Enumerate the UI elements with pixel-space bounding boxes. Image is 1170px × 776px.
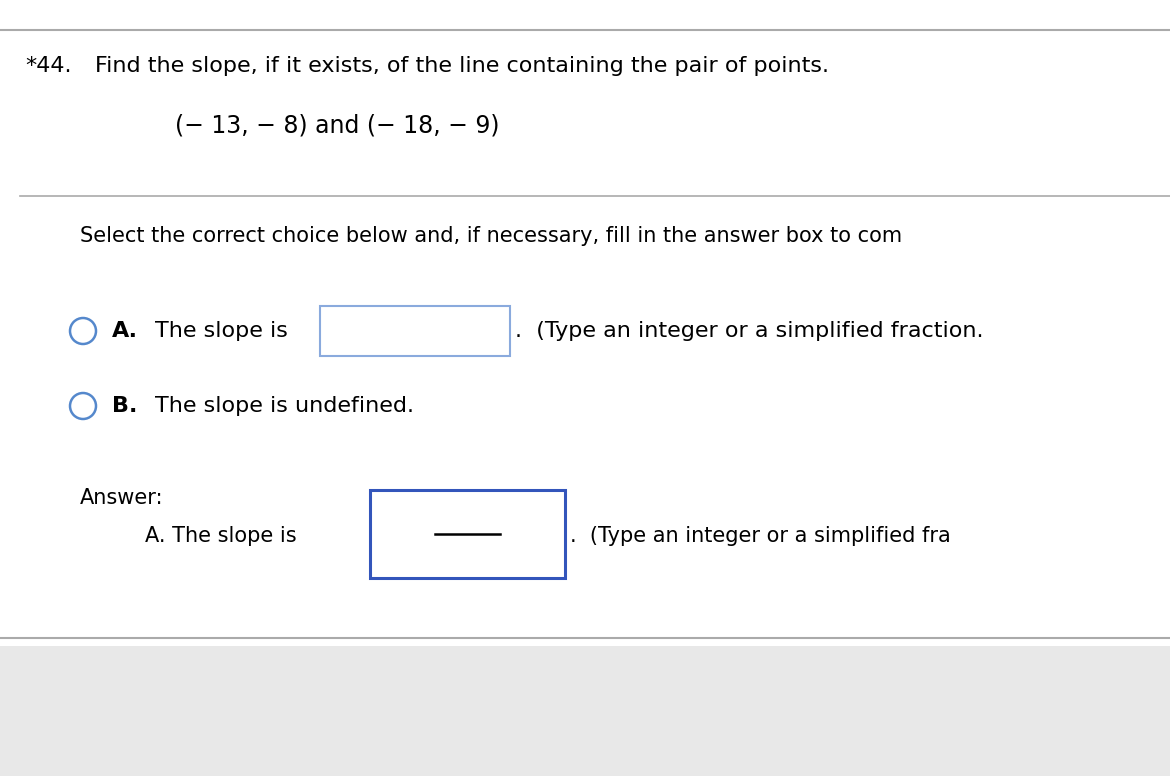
Text: A. The slope is: A. The slope is: [145, 526, 297, 546]
Text: 1: 1: [459, 498, 476, 526]
FancyBboxPatch shape: [321, 306, 510, 356]
FancyBboxPatch shape: [0, 0, 1170, 646]
Text: The slope is: The slope is: [154, 321, 288, 341]
Text: Select the correct choice below and, if necessary, fill in the answer box to com: Select the correct choice below and, if …: [80, 226, 902, 246]
Text: Answer:: Answer:: [80, 488, 164, 508]
Text: Find the slope, if it exists, of the line containing the pair of points.: Find the slope, if it exists, of the lin…: [95, 56, 830, 76]
Text: 5: 5: [459, 542, 476, 570]
Text: The slope is undefined.: The slope is undefined.: [154, 396, 414, 416]
Text: (− 13, − 8) and (− 18, − 9): (− 13, − 8) and (− 18, − 9): [176, 114, 500, 138]
Text: A.: A.: [112, 321, 138, 341]
Text: .  (Type an integer or a simplified fraction.: . (Type an integer or a simplified fract…: [515, 321, 984, 341]
Text: *44.: *44.: [25, 56, 71, 76]
Text: .  (Type an integer or a simplified fra: . (Type an integer or a simplified fra: [570, 526, 951, 546]
FancyBboxPatch shape: [370, 490, 565, 578]
Text: B.: B.: [112, 396, 137, 416]
